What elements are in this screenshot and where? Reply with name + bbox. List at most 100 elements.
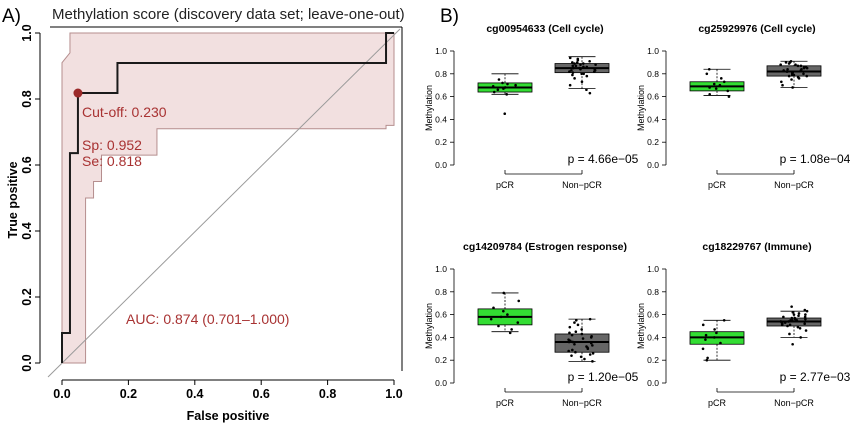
- boxplot-point: [517, 299, 521, 303]
- boxplot-point: [571, 348, 574, 352]
- boxplot-p-value: p = 2.77e−03: [780, 370, 851, 384]
- boxplot-point: [722, 80, 726, 84]
- boxplot-point: [701, 323, 705, 327]
- boxplot-y-tick-label: 0.4: [647, 332, 659, 342]
- boxplot-point: [593, 67, 597, 71]
- boxplot-y-tick-label: 0.2: [435, 355, 447, 365]
- boxplot-p-value: p = 1.20e−05: [568, 370, 639, 384]
- boxplot-point: [591, 360, 594, 363]
- boxplot-point: [489, 317, 493, 321]
- panel-a-label: A): [2, 6, 21, 27]
- boxplot-point: [803, 322, 806, 326]
- roc-specificity-annotation: Sp: 0.952: [82, 137, 142, 153]
- boxplot-point: [804, 65, 808, 69]
- boxplot-point: [574, 64, 578, 68]
- roc-y-tick-label: 0.4: [20, 222, 34, 239]
- boxplot-point: [705, 72, 709, 76]
- boxplot-point: [792, 313, 796, 316]
- boxplot-y-tick-label: 0.4: [647, 114, 659, 124]
- boxplot-point: [571, 61, 574, 64]
- boxplot-point: [567, 338, 570, 341]
- boxplot-y-tick-label: 1.0: [435, 46, 447, 56]
- boxplot-ylabel: Methylation: [424, 303, 434, 349]
- boxplot-point: [514, 83, 517, 87]
- boxplot-title: cg00954633 (Cell cycle): [486, 23, 603, 35]
- boxplot-y-tick-label: 1.0: [647, 264, 659, 274]
- boxplot-point: [571, 66, 575, 70]
- boxplot-point: [568, 70, 571, 73]
- boxplot-point: [779, 320, 783, 323]
- boxplot-point: [797, 314, 800, 318]
- boxplot-y-tick-label: 0.2: [647, 137, 659, 147]
- boxplot-y-tick-label: 1.0: [647, 46, 659, 56]
- boxplot-point: [798, 326, 802, 330]
- boxplot-point: [705, 358, 709, 362]
- boxplot-point: [516, 321, 520, 324]
- boxplot-category-label: pCR: [708, 398, 727, 408]
- boxplot-point: [492, 306, 495, 310]
- boxplot-point: [781, 83, 784, 87]
- boxplot-point: [712, 336, 716, 339]
- boxplot-point: [726, 89, 730, 93]
- boxplot-point: [575, 61, 579, 64]
- boxplot-point: [719, 77, 723, 80]
- boxplot-point: [714, 87, 718, 90]
- boxplot-point: [802, 65, 806, 69]
- boxplot-point: [804, 313, 807, 316]
- boxplot-panels: cg00954633 (Cell cycle) Methylation 0.0 0.2…: [424, 23, 851, 408]
- boxplot-point: [796, 75, 800, 79]
- boxplot-point: [782, 69, 785, 72]
- boxplot-y-tick-label: 0.0: [647, 160, 659, 170]
- boxplot-point: [570, 333, 574, 337]
- boxplot-point: [594, 63, 597, 66]
- roc-xlabel: False positive: [187, 409, 270, 423]
- boxplot-point: [788, 323, 792, 327]
- boxplot-panel: cg14209784 (Estrogen response) Methylatio…: [424, 241, 639, 408]
- boxplot-point: [796, 64, 800, 68]
- boxplot-point: [790, 78, 793, 81]
- boxplot-point: [786, 324, 789, 328]
- roc-auc-annotation: AUC: 0.874 (0.701–1.000): [126, 311, 289, 327]
- boxplot-y-tick-label: 0.8: [435, 287, 447, 297]
- boxplot-point: [802, 72, 805, 76]
- boxplot-y-tick-label: 0.0: [435, 378, 447, 388]
- boxplot-point: [568, 83, 572, 87]
- boxplot-point: [805, 309, 809, 313]
- boxplot-y-tick-label: 0.0: [647, 378, 659, 388]
- boxplot-point: [804, 329, 808, 332]
- boxplot-point: [574, 319, 578, 322]
- boxplot-point: [708, 93, 711, 96]
- boxplot-y-tick-label: 1.0: [435, 264, 447, 274]
- boxplot-point: [571, 73, 574, 77]
- boxplot-point: [790, 316, 794, 320]
- boxplot-point: [576, 323, 580, 327]
- boxplot-point: [780, 80, 783, 84]
- boxplot-point: [722, 319, 726, 322]
- boxplot-category-label: Non−pCR: [774, 398, 814, 408]
- boxplot-point: [787, 320, 790, 323]
- boxplot-point: [588, 353, 592, 356]
- boxplot-point: [797, 312, 801, 315]
- boxplot-point: [501, 81, 504, 85]
- boxplot-point: [800, 67, 803, 71]
- boxplot-point: [502, 291, 506, 295]
- roc-cutoff-annotation: Cut-off: 0.230: [82, 104, 167, 120]
- boxplot-point: [706, 356, 709, 360]
- boxplot-y-tick-label: 0.4: [435, 114, 447, 124]
- boxplot-point: [793, 316, 797, 320]
- boxplot-point: [707, 67, 711, 71]
- boxplot-point: [579, 63, 582, 66]
- boxplot-category-label: pCR: [496, 180, 515, 190]
- boxplot-point: [568, 331, 571, 335]
- boxplot-point: [570, 354, 573, 357]
- boxplot-point: [582, 65, 585, 69]
- boxplot-point: [727, 95, 731, 98]
- boxplot-point: [581, 337, 585, 340]
- roc-title: Methylation score (discovery data set; l…: [52, 6, 405, 23]
- boxplot-point: [719, 341, 722, 345]
- boxplot-panel: cg25929976 (Cell cycle) Methylation 0.0 0.2…: [636, 23, 851, 190]
- boxplot-y-tick-label: 0.6: [647, 92, 659, 102]
- boxplot-point: [791, 342, 794, 346]
- boxplot-point: [570, 69, 573, 72]
- boxplot-point: [786, 67, 789, 71]
